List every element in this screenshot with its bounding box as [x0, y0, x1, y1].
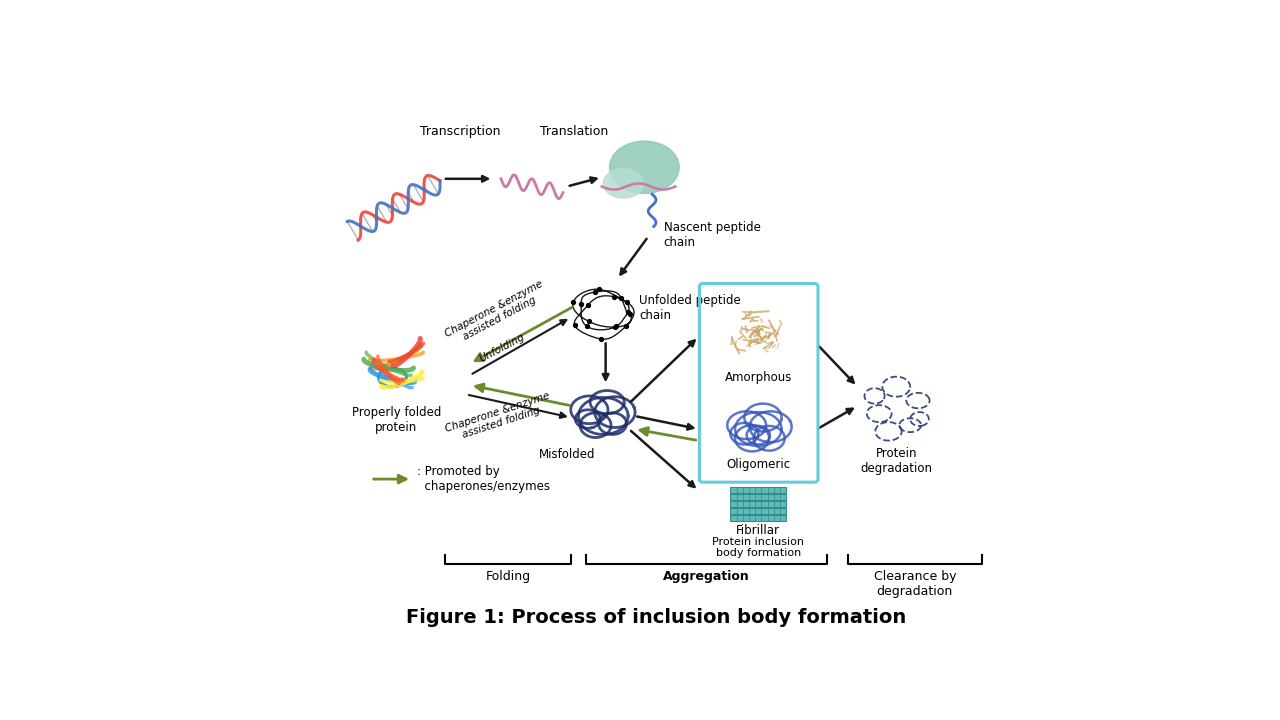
Bar: [731, 500, 786, 507]
Text: Fibrillar: Fibrillar: [736, 523, 781, 536]
Text: Protein inclusion
body formation: Protein inclusion body formation: [712, 537, 804, 559]
Text: Unfolded peptide
chain: Unfolded peptide chain: [639, 294, 741, 322]
Text: Oligomeric: Oligomeric: [726, 457, 790, 471]
Text: Translation: Translation: [540, 125, 608, 138]
Text: Properly folded
protein: Properly folded protein: [352, 406, 442, 434]
Text: Amorphous: Amorphous: [724, 372, 792, 384]
Text: Chaperone &enzyme
assisted folding: Chaperone &enzyme assisted folding: [444, 279, 550, 348]
Ellipse shape: [603, 168, 644, 198]
Text: Nascent peptide
chain: Nascent peptide chain: [664, 221, 760, 249]
Text: Chaperone &enzyme
assisted folding: Chaperone &enzyme assisted folding: [444, 390, 554, 445]
Text: Figure 1: Process of inclusion body formation: Figure 1: Process of inclusion body form…: [406, 608, 906, 627]
Text: Aggregation: Aggregation: [663, 570, 750, 583]
Bar: [731, 515, 786, 521]
Text: Protein
degradation: Protein degradation: [860, 446, 932, 474]
Bar: [731, 508, 786, 514]
Bar: [731, 494, 786, 500]
Text: : Promoted by
  chaperones/enzymes: : Promoted by chaperones/enzymes: [417, 465, 550, 493]
Text: Misfolded: Misfolded: [539, 449, 595, 462]
Text: Folding: Folding: [485, 570, 530, 583]
Text: Clearance by
degradation: Clearance by degradation: [874, 570, 956, 598]
Bar: [731, 487, 786, 493]
Ellipse shape: [609, 141, 680, 194]
Text: Unfolding: Unfolding: [479, 332, 527, 364]
Text: Transcription: Transcription: [420, 125, 500, 138]
